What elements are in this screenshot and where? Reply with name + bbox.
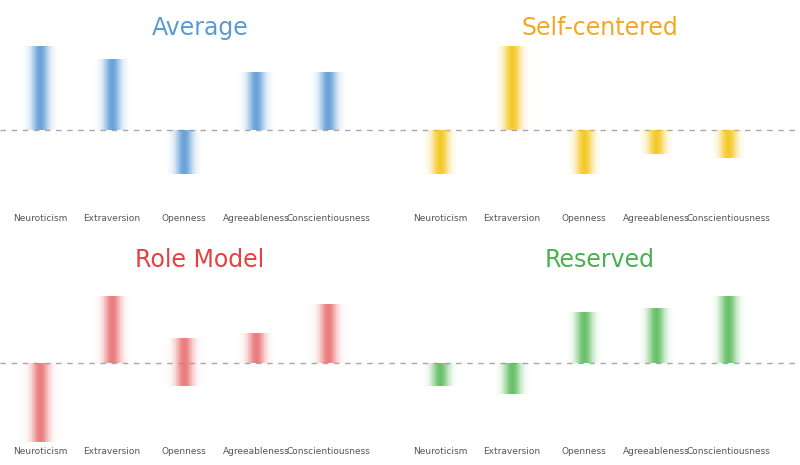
Text: Extraversion: Extraversion bbox=[83, 447, 141, 456]
Text: Openness: Openness bbox=[162, 447, 206, 456]
Text: Openness: Openness bbox=[562, 447, 606, 456]
Text: Reserved: Reserved bbox=[545, 248, 655, 272]
Text: Conscientiousness: Conscientiousness bbox=[686, 447, 770, 456]
Text: Neuroticism: Neuroticism bbox=[13, 447, 67, 456]
Text: Neuroticism: Neuroticism bbox=[13, 214, 67, 223]
Text: Extraversion: Extraversion bbox=[483, 447, 541, 456]
Text: Average: Average bbox=[152, 16, 248, 40]
Text: Agreeableness: Agreeableness bbox=[622, 214, 690, 223]
Text: Conscientiousness: Conscientiousness bbox=[286, 447, 370, 456]
Text: Extraversion: Extraversion bbox=[483, 214, 541, 223]
Text: Neuroticism: Neuroticism bbox=[413, 214, 467, 223]
Text: Agreeableness: Agreeableness bbox=[222, 214, 290, 223]
Text: Neuroticism: Neuroticism bbox=[413, 447, 467, 456]
Text: Extraversion: Extraversion bbox=[83, 214, 141, 223]
Text: Self-centered: Self-centered bbox=[522, 16, 678, 40]
Text: Openness: Openness bbox=[162, 214, 206, 223]
Text: Conscientiousness: Conscientiousness bbox=[286, 214, 370, 223]
Text: Agreeableness: Agreeableness bbox=[222, 447, 290, 456]
Text: Role Model: Role Model bbox=[135, 248, 265, 272]
Text: Openness: Openness bbox=[562, 214, 606, 223]
Text: Agreeableness: Agreeableness bbox=[622, 447, 690, 456]
Text: Conscientiousness: Conscientiousness bbox=[686, 214, 770, 223]
